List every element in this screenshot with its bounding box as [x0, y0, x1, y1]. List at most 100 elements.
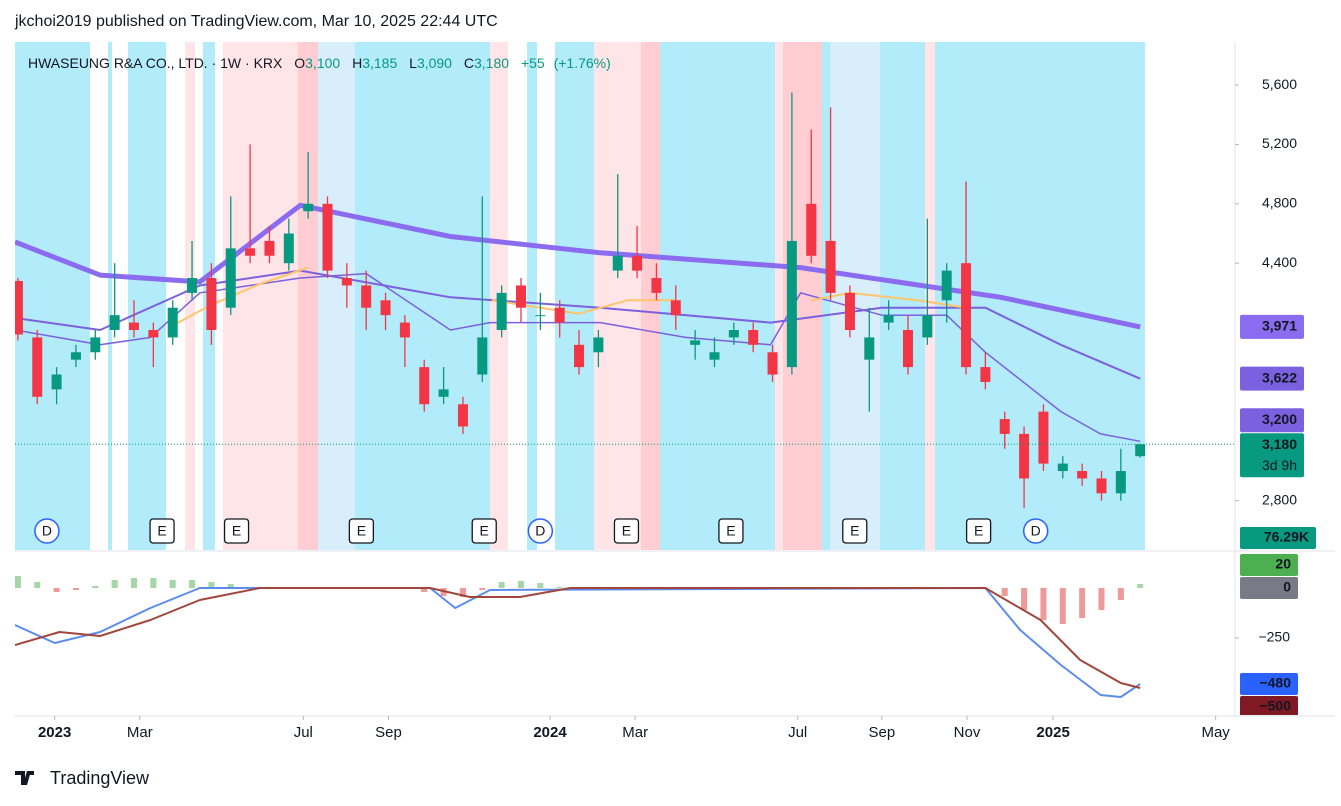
legend: HWASEUNG R&A CO., LTD. · 1W · KRX O3,100… — [28, 55, 611, 71]
macd-histogram-bar — [1098, 588, 1105, 610]
band — [925, 42, 935, 550]
dividend-marker — [1022, 518, 1049, 544]
indicator-badge — [1240, 554, 1298, 576]
candle-body — [1077, 471, 1088, 479]
candle-body — [15, 281, 23, 335]
candle-body — [206, 278, 217, 330]
macd-histogram-bar — [1079, 588, 1086, 618]
macd-histogram-bar — [189, 580, 196, 588]
macd-histogram-bar — [34, 582, 41, 588]
candle-body — [361, 285, 372, 308]
macd-histogram-bar — [498, 582, 505, 588]
volume-badge — [1240, 527, 1316, 549]
macd-histogram-bar — [92, 586, 99, 588]
band — [195, 42, 203, 550]
indicator-badge — [1240, 696, 1298, 715]
macd-histogram-bar — [208, 582, 215, 588]
event-label: D — [1031, 523, 1041, 539]
macd-histogram-bar — [537, 583, 544, 588]
candle-body — [922, 315, 933, 338]
x-tick-label: Nov — [954, 724, 981, 741]
indicator-badge — [1240, 577, 1298, 599]
candle-body — [187, 278, 198, 293]
candle-body — [264, 240, 275, 256]
candle-body — [70, 352, 81, 360]
price-badge-label: 3,971 — [1262, 318, 1297, 334]
candle-body — [999, 419, 1010, 434]
ohlc-name: C — [464, 55, 474, 71]
earnings-marker — [471, 518, 497, 544]
tradingview-logo: TradingView — [15, 768, 150, 788]
event-label: E — [357, 523, 366, 539]
moving-average — [15, 202, 1141, 330]
candle-body — [980, 367, 991, 382]
band — [537, 42, 555, 550]
candle-body — [303, 203, 314, 212]
candle-body — [864, 337, 875, 360]
earnings-marker — [613, 518, 640, 544]
earnings-marker — [348, 518, 375, 544]
candle-body — [690, 340, 701, 345]
candle-body — [419, 367, 430, 405]
symbol-title: HWASEUNG R&A CO., LTD. · 1W · KRX — [28, 55, 283, 71]
ohlc-name: O — [294, 55, 305, 71]
candle-body — [245, 248, 256, 256]
band — [775, 42, 783, 550]
brand: TradingView — [50, 768, 150, 788]
candle-body — [651, 278, 662, 293]
candle-body — [1135, 444, 1146, 457]
macd-histogram-bar — [517, 581, 524, 588]
candle-body — [51, 374, 62, 390]
price-badge — [1240, 314, 1304, 339]
x-tick-label: Mar — [127, 724, 153, 741]
event-label: E — [974, 523, 983, 539]
change-pct: (+1.76%) — [554, 55, 611, 71]
earnings-marker — [223, 518, 250, 544]
candle-body — [535, 315, 546, 317]
macd-histogram-bar — [111, 580, 118, 588]
price-pane — [15, 92, 1146, 509]
volume-badge-label: 76.29K — [1264, 529, 1309, 545]
band — [185, 42, 195, 550]
x-tick-label: Mar — [622, 724, 648, 741]
candle-body — [574, 344, 585, 368]
x-tick-label: 2025 — [1036, 724, 1069, 741]
candle-body — [109, 315, 120, 330]
x-tick-label: 2023 — [38, 724, 71, 741]
band — [594, 42, 641, 550]
band — [90, 42, 108, 550]
candle-body — [709, 352, 720, 360]
x-tick-label: Sep — [869, 724, 896, 741]
macd-histogram-bar — [1040, 588, 1047, 620]
macd-line — [15, 587, 1141, 698]
candle-body — [728, 329, 739, 338]
indicator-badge-label: −480 — [1259, 675, 1291, 691]
x-tick-label: 2024 — [533, 724, 567, 741]
indicator-badge-label: 20 — [1275, 556, 1291, 572]
candle-body — [767, 352, 778, 375]
session-background — [15, 42, 1145, 550]
y-tick-label: −250 — [1258, 629, 1290, 645]
x-tick-label: Jul — [788, 724, 807, 741]
macd-pane — [15, 576, 1144, 698]
earnings-marker — [149, 518, 175, 544]
event-label: E — [726, 523, 735, 539]
macd-line — [15, 587, 1141, 689]
ohlc-value: 3,090 — [417, 55, 452, 71]
price-badge — [1240, 408, 1304, 433]
earnings-marker — [842, 518, 868, 544]
macd-histogram-bar — [169, 580, 176, 588]
candle-body — [941, 270, 952, 301]
macd-histogram-bar — [1001, 588, 1008, 596]
band — [641, 42, 660, 550]
price-badge-label: 3,180 — [1262, 436, 1297, 452]
candle-body — [632, 255, 643, 271]
ohlc-value: 3,185 — [362, 55, 397, 71]
candle-body — [515, 285, 526, 308]
candle-body — [32, 337, 43, 397]
candle-body — [1096, 478, 1107, 494]
candle-body — [477, 337, 488, 375]
event-label: E — [480, 523, 489, 539]
candle-body — [1057, 463, 1068, 472]
candle-body — [90, 337, 101, 353]
